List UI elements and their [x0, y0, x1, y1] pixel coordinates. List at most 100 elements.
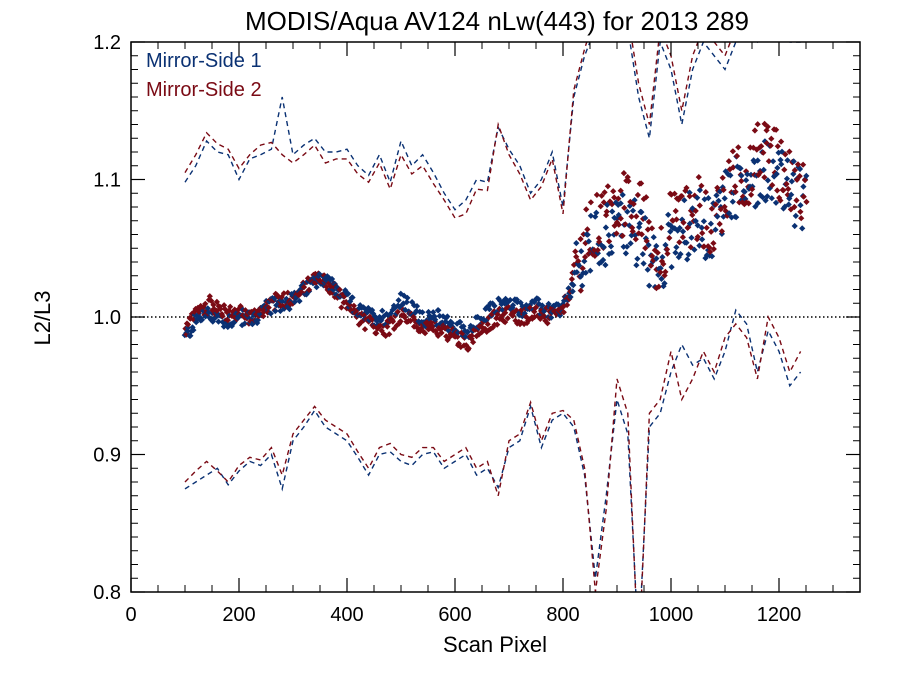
mirror-side-2-point: [695, 173, 702, 181]
mirror-side-2-point: [735, 144, 742, 151]
mirror-side-2-point: [604, 183, 612, 190]
x-tick-label: 600: [438, 604, 471, 626]
mirror-side-2-point: [587, 199, 595, 206]
mirror-side-2-point: [260, 313, 267, 320]
mirror-side-2-point: [560, 309, 567, 316]
mirror-side-1-point: [457, 318, 464, 326]
mirror-side-2-point: [338, 304, 345, 311]
mirror-side-2-point: [645, 218, 653, 226]
mirror-side-1-point: [507, 296, 514, 304]
mirror-side-2-point: [494, 311, 501, 318]
legend-label-mirror-side-2: Mirror-Side 2: [146, 79, 262, 101]
mirror-side-2-point: [699, 229, 706, 237]
mirror-side-1-point: [345, 290, 352, 297]
mirror-side-2-point: [305, 286, 313, 294]
mirror-side-2-point: [389, 318, 397, 325]
mirror-side-2-point: [336, 286, 343, 293]
mirror-side-2-point: [502, 309, 509, 316]
mirror-side-2-point: [544, 320, 551, 327]
mirror-side-1-point: [404, 294, 411, 302]
mirror-side-2-point: [434, 332, 442, 340]
mirror-side-1-point: [432, 316, 439, 323]
mirror-side-2-point: [768, 135, 775, 142]
mirror-side-2-point: [754, 121, 761, 128]
legend-label-mirror-side-1: Mirror-Side 1: [146, 50, 262, 72]
y-tick-label: 0.8: [93, 582, 121, 604]
x-axis-title: Scan Pixel: [443, 632, 547, 657]
mirror-side-1-point: [700, 218, 708, 225]
mirror-side-1-point: [665, 211, 672, 218]
mirror-side-1-point: [622, 250, 630, 257]
mirror-side-1-point: [313, 284, 320, 291]
mirror-side-2-point: [573, 253, 580, 260]
mirror-side-2-point: [583, 206, 590, 213]
tick-labels: 0 200 400 600 800 1000 1200 0.8 0.9 1.0 1.1 1.2: [93, 32, 801, 626]
mirror-side-2-point: [394, 308, 401, 315]
mirror-side-1-point: [638, 208, 645, 216]
mirror-side-1-point: [573, 239, 580, 247]
mirror-side-2-point: [579, 265, 586, 272]
mirror-side-1-point: [413, 302, 421, 310]
mirror-side-2-point: [733, 152, 741, 160]
mirror-side-1-point: [435, 307, 442, 314]
mirror-side-2-point: [716, 220, 723, 228]
axis-ticks: [130, 41, 860, 593]
x-tick-label: 1200: [757, 604, 802, 626]
mirror-side-1-point: [395, 297, 402, 304]
mirror-side-2-point: [469, 339, 477, 346]
mirror-side-2-point: [658, 224, 665, 231]
mirror-side-1-point: [633, 262, 640, 269]
mirror-side-2-point: [696, 202, 703, 209]
mirror-side-2-point: [781, 166, 788, 173]
mirror-side-1-lower-dashed-line: [184, 308, 802, 592]
mirror-side-1-point: [650, 234, 657, 241]
mirror-side-1-point: [634, 255, 641, 262]
y-tick-label: 1.1: [93, 170, 121, 192]
mirror-side-1-point: [729, 198, 736, 205]
legend: Mirror-Side 1 Mirror-Side 2: [146, 50, 262, 101]
mirror-side-1-point: [658, 275, 665, 283]
mirror-side-2-point: [738, 177, 745, 185]
mirror-side-1-point: [403, 298, 410, 306]
mirror-side-2-point: [747, 191, 755, 198]
mirror-side-2-point: [729, 148, 737, 155]
mirror-side-2-point: [703, 224, 710, 231]
mirror-side-1-point: [272, 307, 279, 315]
y-tick-label: 1.2: [93, 32, 121, 54]
mirror-side-1-point: [783, 175, 791, 182]
mirror-side-2-point: [501, 318, 509, 326]
mirror-side-2-point: [484, 321, 491, 328]
mirror-side-2-point: [780, 187, 787, 194]
mirror-side-1-point: [721, 195, 728, 202]
mirror-side-1-point: [464, 328, 471, 335]
mirror-side-2-point: [429, 323, 436, 330]
mirror-side-2-point: [265, 304, 272, 311]
mirror-side-1-point: [742, 177, 750, 184]
mirror-side-1-point: [799, 225, 806, 232]
mirror-side-2-point: [581, 253, 589, 261]
mirror-side-1-point: [444, 313, 451, 320]
mirror-side-1-point: [788, 178, 795, 185]
mirror-side-1-point: [448, 319, 456, 327]
mirror-side-2-point: [219, 313, 226, 320]
mirror-side-1-point: [673, 244, 680, 251]
mirror-side-1-point: [602, 224, 610, 231]
mirror-side-2-point: [686, 193, 693, 200]
mirror-side-1-point: [684, 256, 691, 263]
mirror-side-1-point: [791, 222, 798, 230]
mirror-side-1-point: [661, 280, 668, 287]
mirror-side-1-point: [778, 161, 785, 168]
mirror-side-1-point: [579, 282, 586, 289]
mirror-side-1-point: [629, 207, 637, 214]
mirror-side-1-point: [569, 288, 576, 295]
mirror-side-2-point: [421, 330, 429, 337]
mirror-side-2-point: [797, 208, 804, 215]
mirror-side-2-point: [803, 198, 810, 206]
mirror-side-2-point: [577, 235, 584, 243]
mirror-side-2-point: [664, 250, 671, 257]
mirror-side-2-point: [679, 234, 687, 241]
mirror-side-1-point: [668, 263, 675, 271]
mirror-side-2-point: [676, 239, 683, 246]
